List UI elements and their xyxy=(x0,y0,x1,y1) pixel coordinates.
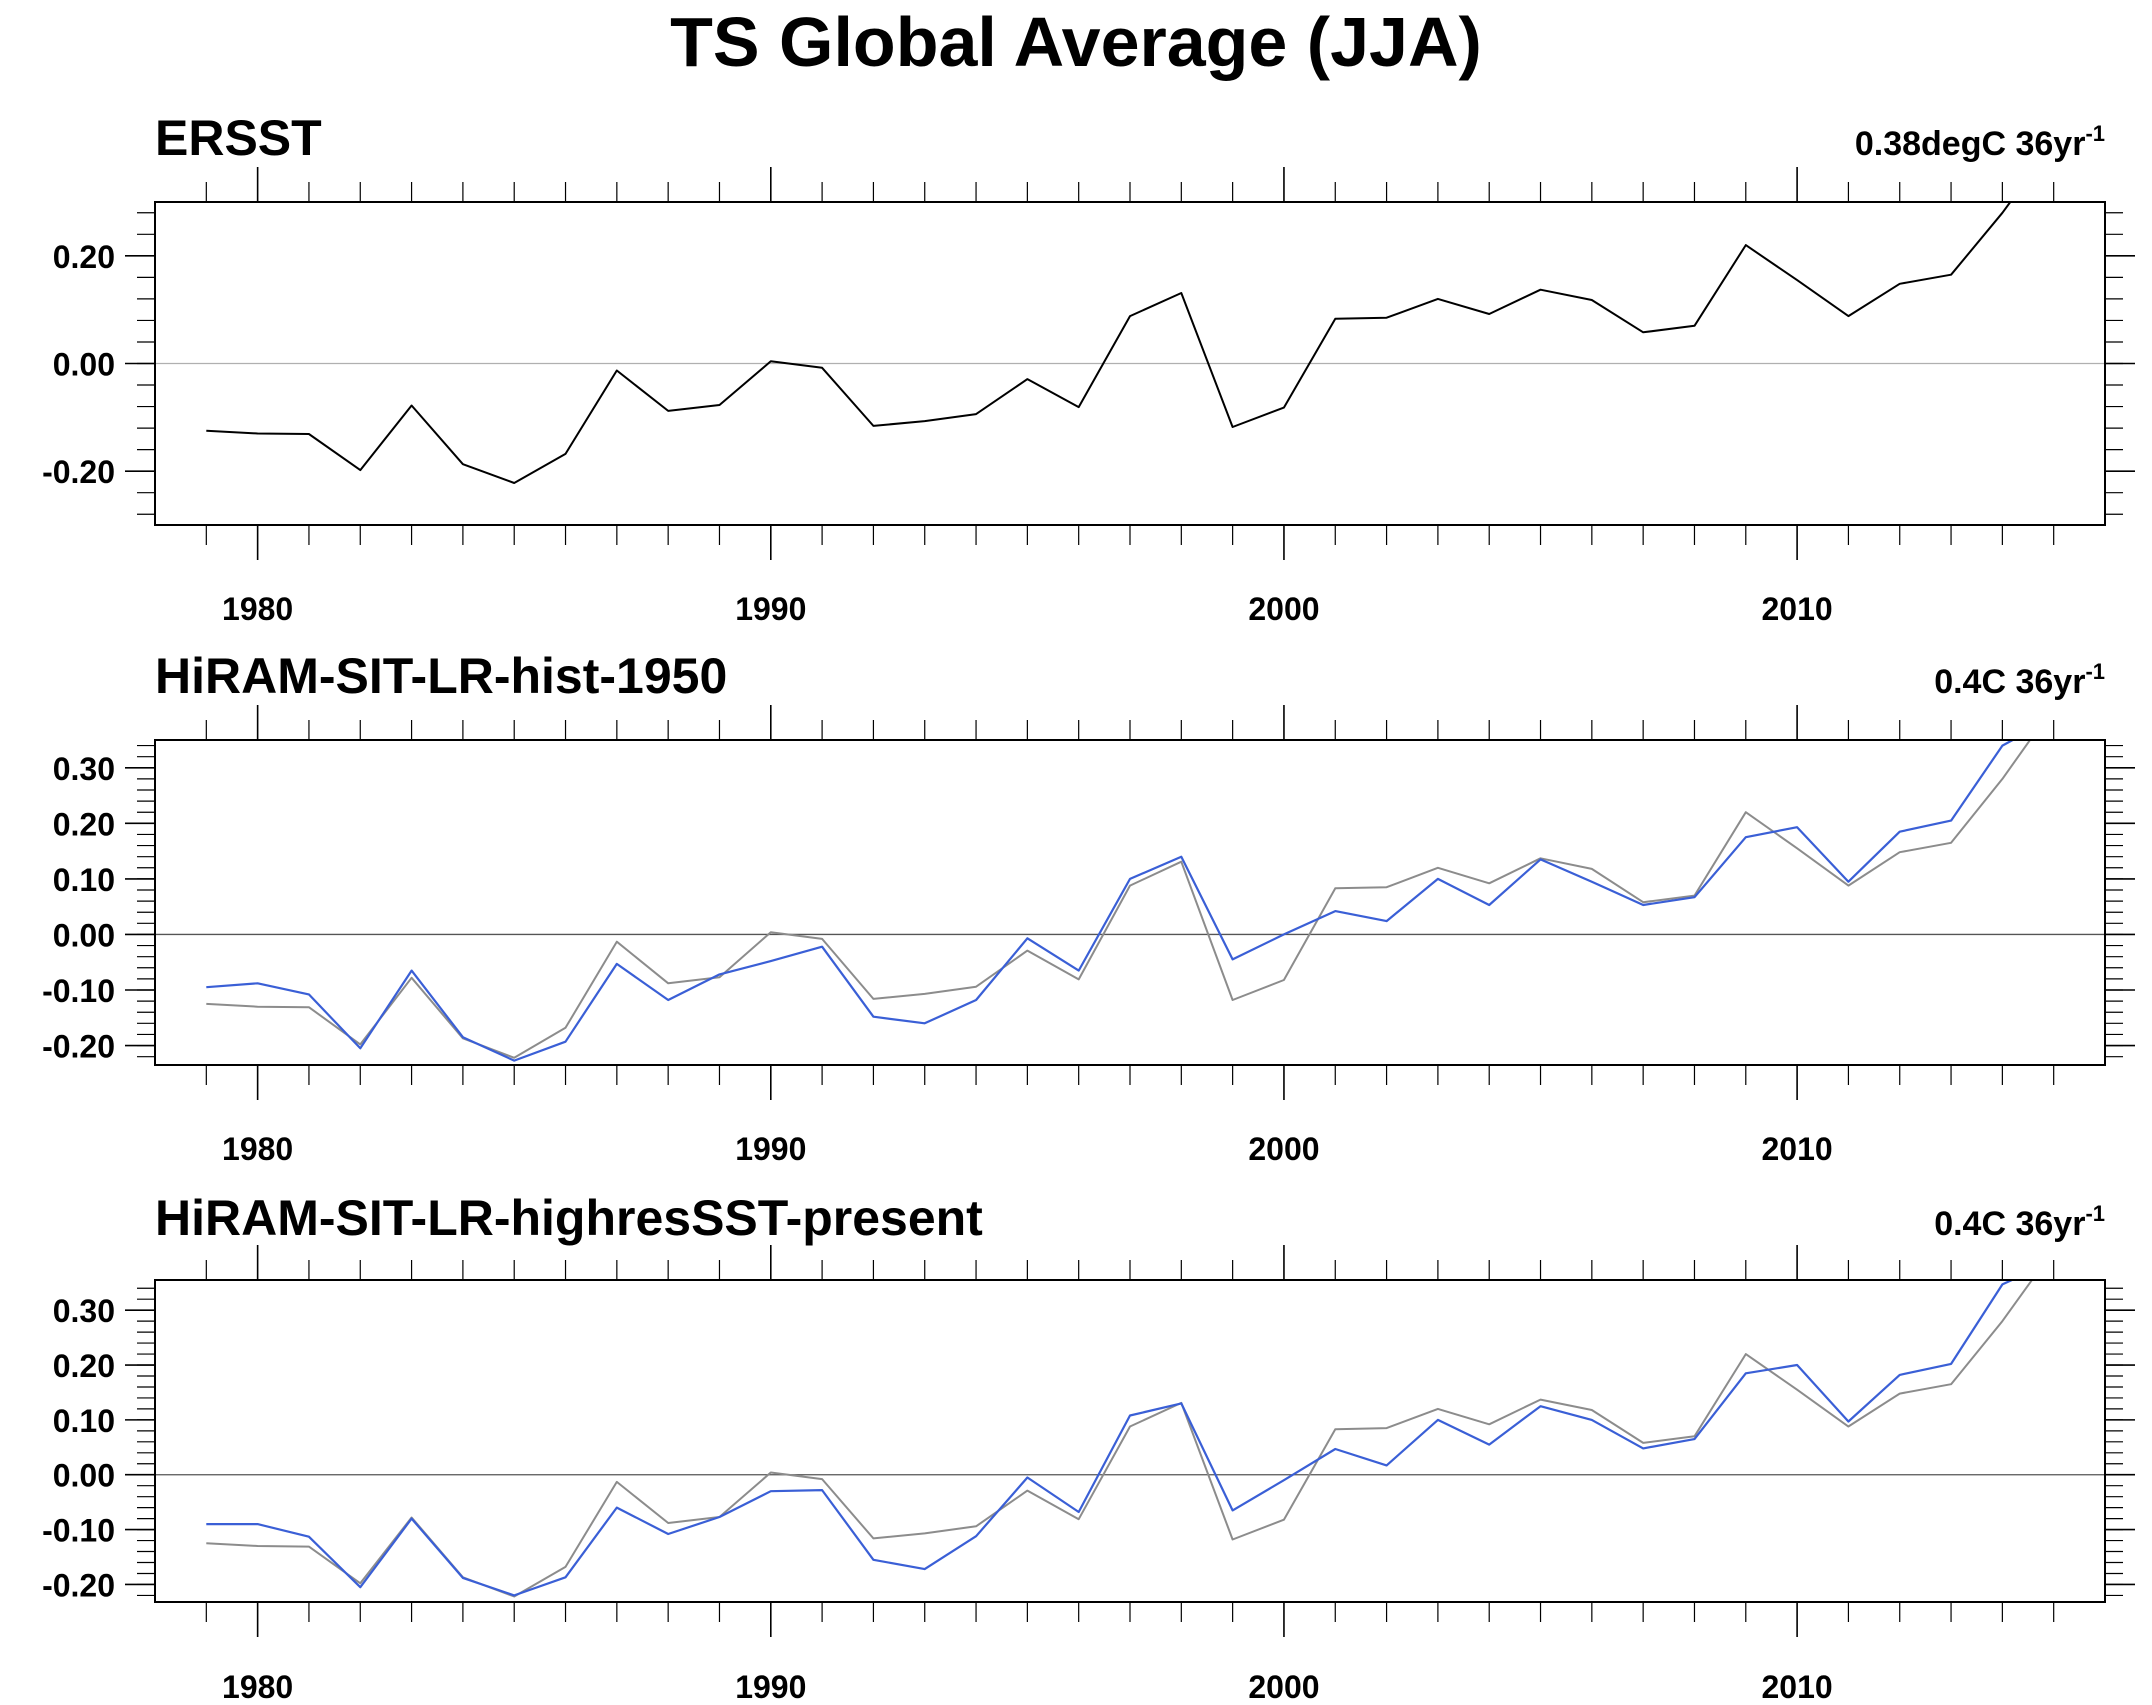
y-tick-label: -0.20 xyxy=(42,1567,115,1603)
x-tick-label: 1980 xyxy=(222,1669,293,1705)
series-line-reference xyxy=(206,202,2012,484)
series-line-model xyxy=(206,740,2016,1062)
x-tick-label: 2000 xyxy=(1248,591,1319,627)
y-tick-label: -0.10 xyxy=(42,1513,115,1549)
y-tick-label: -0.10 xyxy=(42,973,115,1009)
trend-annotation: 0.38degC 36yr-1 xyxy=(1855,121,2105,163)
panel-title: ERSST xyxy=(155,110,322,166)
y-tick-label: 0.30 xyxy=(53,1293,115,1329)
main-title: TS Global Average (JJA) xyxy=(670,3,1482,81)
y-tick-label: 0.10 xyxy=(53,862,115,898)
x-tick-label: 2000 xyxy=(1248,1131,1319,1167)
y-tick-label: 0.20 xyxy=(53,806,115,842)
x-tick-label: 1990 xyxy=(735,591,806,627)
y-tick-label: 0.00 xyxy=(53,347,115,383)
panel-title: HiRAM-SIT-LR-highresSST-present xyxy=(155,1190,983,1246)
series-line-reference xyxy=(206,740,2032,1059)
y-tick-label: -0.20 xyxy=(42,454,115,490)
y-tick-label: 0.00 xyxy=(53,917,115,953)
x-tick-label: 1990 xyxy=(735,1131,806,1167)
y-tick-label: 0.10 xyxy=(53,1403,115,1439)
x-tick-label: 2000 xyxy=(1248,1669,1319,1705)
x-tick-label: 2010 xyxy=(1762,1669,1833,1705)
trend-annotation: 0.4C 36yr-1 xyxy=(1934,1201,2105,1243)
x-tick-label: 1980 xyxy=(222,1131,293,1167)
y-tick-label: -0.20 xyxy=(42,1029,115,1065)
plot-frame xyxy=(154,201,2106,526)
x-tick-label: 1990 xyxy=(735,1669,806,1705)
plot-frame xyxy=(154,739,2106,1066)
y-tick-label: 0.00 xyxy=(53,1458,115,1494)
series-line-reference xyxy=(206,1280,2034,1598)
y-tick-label: 0.20 xyxy=(53,1348,115,1384)
panel-title: HiRAM-SIT-LR-hist-1950 xyxy=(155,648,727,704)
trend-annotation: 0.4C 36yr-1 xyxy=(1934,659,2105,701)
y-tick-label: 0.20 xyxy=(53,239,115,275)
x-tick-label: 2010 xyxy=(1762,1131,1833,1167)
series-line-model xyxy=(206,1280,2015,1597)
x-tick-label: 1980 xyxy=(222,591,293,627)
y-tick-label: 0.30 xyxy=(53,751,115,787)
plot-frame xyxy=(154,1279,2106,1603)
x-tick-label: 2010 xyxy=(1762,591,1833,627)
